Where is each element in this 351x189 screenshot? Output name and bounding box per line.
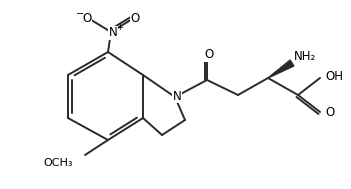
Text: +: + xyxy=(117,23,124,33)
Polygon shape xyxy=(268,60,294,78)
Text: N: N xyxy=(108,26,117,40)
Text: O: O xyxy=(204,49,214,61)
Text: −: − xyxy=(76,9,84,19)
Text: N: N xyxy=(173,90,181,102)
Text: O: O xyxy=(325,106,334,119)
Text: OH: OH xyxy=(325,70,343,84)
Text: O: O xyxy=(82,12,92,26)
Text: OCH₃: OCH₃ xyxy=(44,158,73,168)
Text: NH₂: NH₂ xyxy=(294,50,316,64)
Text: O: O xyxy=(130,12,140,26)
